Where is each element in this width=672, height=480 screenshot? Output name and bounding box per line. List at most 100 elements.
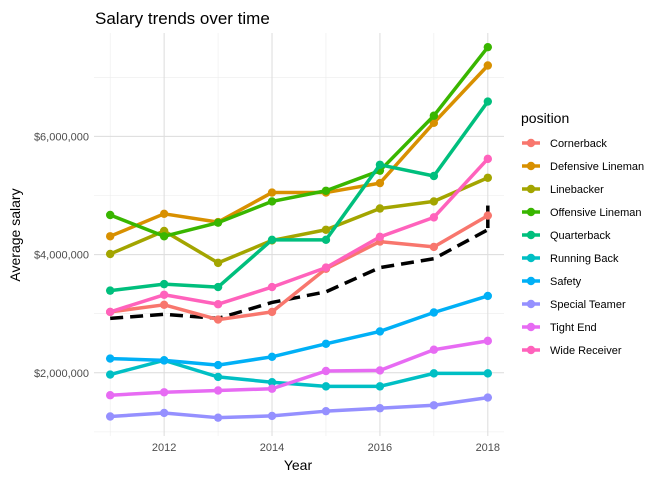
data-point <box>159 279 169 289</box>
data-point <box>213 372 223 382</box>
series-line <box>109 100 490 293</box>
data-point <box>105 210 115 220</box>
data-point <box>375 327 385 336</box>
legend-item: Cornerback <box>522 138 607 150</box>
legend-key-point <box>526 138 536 148</box>
data-point <box>429 345 439 354</box>
legend-key-point <box>526 253 536 263</box>
legend: position Cornerback Defensive Lineman Line… <box>521 110 644 357</box>
legend-key-point <box>526 299 536 309</box>
data-point <box>483 336 493 346</box>
data-point <box>321 263 331 272</box>
legend-key-point <box>526 184 536 194</box>
series-offensive-lineman <box>105 42 493 241</box>
series-line <box>109 157 490 314</box>
data-point <box>105 249 115 259</box>
series-line <box>110 339 489 397</box>
data-point <box>375 178 385 188</box>
legend-key-point <box>526 276 536 286</box>
legend-label: Cornerback <box>550 138 607 150</box>
data-point <box>267 197 277 206</box>
legend-key-point <box>526 161 536 171</box>
trend-line-path <box>110 228 489 321</box>
chart-title: Salary trends over time <box>95 9 270 28</box>
data-point <box>483 42 493 52</box>
data-point <box>105 370 115 379</box>
series-wide-receiver <box>105 154 493 317</box>
data-point <box>321 225 331 234</box>
data-point <box>105 391 115 400</box>
legend-title: position <box>521 110 569 126</box>
x-axis-ticks: 2012 2014 2016 2018 <box>152 442 500 454</box>
series-safety <box>105 291 493 370</box>
data-point <box>213 218 223 227</box>
data-point <box>483 369 493 378</box>
data-point <box>213 282 223 292</box>
series-special-teamer <box>105 393 493 422</box>
data-point <box>159 408 169 418</box>
data-point <box>429 118 439 128</box>
data-point <box>159 300 169 310</box>
data-point <box>429 197 439 206</box>
data-point <box>321 339 331 349</box>
series-line <box>109 358 488 389</box>
legend-label: Tight End <box>550 322 597 334</box>
data-point <box>105 286 115 295</box>
data-point <box>159 388 169 397</box>
legend-item: Tight End <box>522 322 597 334</box>
legend-label: Safety <box>550 276 582 288</box>
legend-item: Safety <box>522 276 582 288</box>
x-tick-label: 2016 <box>368 442 392 454</box>
data-point <box>429 242 439 252</box>
y-tick-label: $4,000,000 <box>34 250 89 262</box>
data-point <box>429 401 439 410</box>
data-point <box>321 406 331 416</box>
data-point <box>159 209 169 219</box>
y-axis-ticks: $2,000,000 $4,000,000 $6,000,000 <box>34 131 89 379</box>
data-point <box>159 232 169 241</box>
data-point <box>213 300 223 309</box>
legend-label: Quarterback <box>550 230 611 242</box>
legend-item: Defensive Lineman <box>522 161 644 173</box>
legend-label: Wide Receiver <box>550 345 622 357</box>
data-point <box>375 232 385 242</box>
data-point <box>321 235 331 245</box>
data-point <box>429 369 439 378</box>
legend-item: Linebacker <box>522 184 604 196</box>
x-axis-title: Year <box>284 457 313 473</box>
series-line <box>109 64 490 238</box>
data-point <box>267 352 277 362</box>
data-point <box>267 235 277 245</box>
data-point <box>267 282 277 292</box>
data-point <box>213 413 223 422</box>
data-point <box>105 412 115 421</box>
legend-item: Running Back <box>522 253 619 265</box>
data-point <box>267 188 277 197</box>
legend-label: Running Back <box>550 253 619 265</box>
series-line <box>109 176 489 265</box>
data-point <box>105 354 115 363</box>
data-point <box>483 211 493 220</box>
data-point <box>483 173 493 182</box>
data-point <box>483 97 493 106</box>
data-point <box>375 366 385 375</box>
y-axis-title: Average salary <box>7 188 23 281</box>
legend-key-point <box>526 322 536 332</box>
legend-key-point <box>526 207 536 217</box>
data-point <box>375 382 385 391</box>
series-line <box>110 395 489 420</box>
y-tick-label: $6,000,000 <box>34 131 89 143</box>
series-line <box>109 214 489 322</box>
series-quarterback <box>105 97 493 295</box>
x-tick-label: 2014 <box>260 442 284 454</box>
legend-item: Wide Receiver <box>522 345 622 357</box>
series-tight-end <box>105 336 493 400</box>
series-lines <box>105 42 493 422</box>
data-point <box>483 393 493 402</box>
legend-item: Offensive Lineman <box>522 207 642 219</box>
data-point <box>105 307 115 317</box>
data-point <box>105 232 115 241</box>
data-point <box>429 111 439 120</box>
data-point <box>267 378 277 387</box>
